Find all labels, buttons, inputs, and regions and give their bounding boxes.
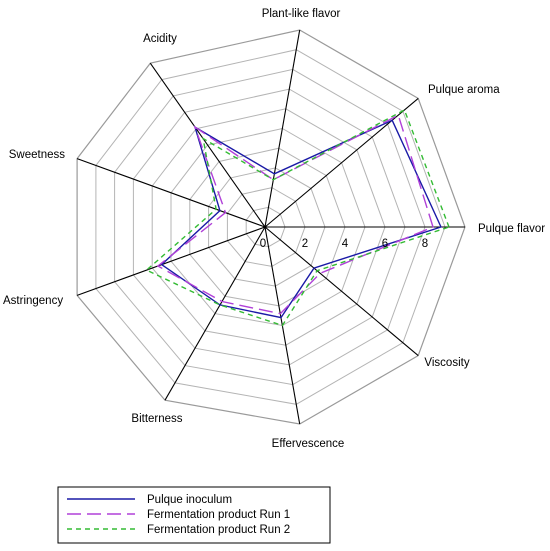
tick-label-6: 6 xyxy=(382,238,388,250)
legend-label-run-2: Fermentation product Run 2 xyxy=(147,524,290,536)
grid-layer xyxy=(76,29,466,425)
axis-label-pulque-aroma: Pulque aroma xyxy=(428,84,500,96)
grid-ring-1 xyxy=(245,206,286,248)
legend: Pulque inoculum Fermentation product Run… xyxy=(57,486,331,544)
spoke-pulque-aroma xyxy=(264,97,419,228)
axis-label-pulque-flavor: Pulque flavor xyxy=(478,223,545,235)
tick-label-4: 4 xyxy=(342,238,349,250)
spoke-acidity xyxy=(149,62,266,228)
axis-label-viscosity: Viscosity xyxy=(424,357,469,369)
axis-label-sweetness: Sweetness xyxy=(9,149,66,161)
axis-label-bitterness: Bitterness xyxy=(131,413,182,425)
grid-ring-6 xyxy=(151,108,386,346)
axis-label-effervescence: Effervescence xyxy=(272,438,345,450)
spoke-plant-like-flavor xyxy=(264,29,301,228)
spoke-astringency xyxy=(76,226,266,296)
grid-ring-5 xyxy=(170,127,366,327)
series-line-2 xyxy=(156,114,434,315)
spoke-sweetness xyxy=(76,158,266,228)
grid-ring-2 xyxy=(226,187,306,267)
spoke-viscosity xyxy=(264,226,419,357)
grid-ring-8 xyxy=(114,68,426,386)
legend-label-run-1: Fermentation product Run 1 xyxy=(147,509,290,521)
spoke-bitterness xyxy=(164,226,266,401)
tick-layer: 0 2 4 6 8 xyxy=(260,238,428,250)
grid-ring-7 xyxy=(132,88,406,366)
legend-box xyxy=(57,486,331,544)
series-line-1 xyxy=(160,119,442,319)
legend-label-pulque-inoculum: Pulque inoculum xyxy=(147,494,232,506)
grid-ring-9 xyxy=(95,49,446,405)
axis-label-plant-like-flavor: Plant-like flavor xyxy=(262,8,341,20)
axis-label-astringency: Astringency xyxy=(3,295,63,307)
tick-label-2: 2 xyxy=(302,238,308,250)
grid-ring-10 xyxy=(76,29,466,425)
series-line-3 xyxy=(145,109,450,327)
tick-label-0: 0 xyxy=(260,238,266,250)
grid-ring-3 xyxy=(208,167,326,287)
tick-label-8: 8 xyxy=(422,238,428,250)
axis-label-acidity: Acidity xyxy=(143,33,177,45)
series-layer xyxy=(145,109,450,327)
